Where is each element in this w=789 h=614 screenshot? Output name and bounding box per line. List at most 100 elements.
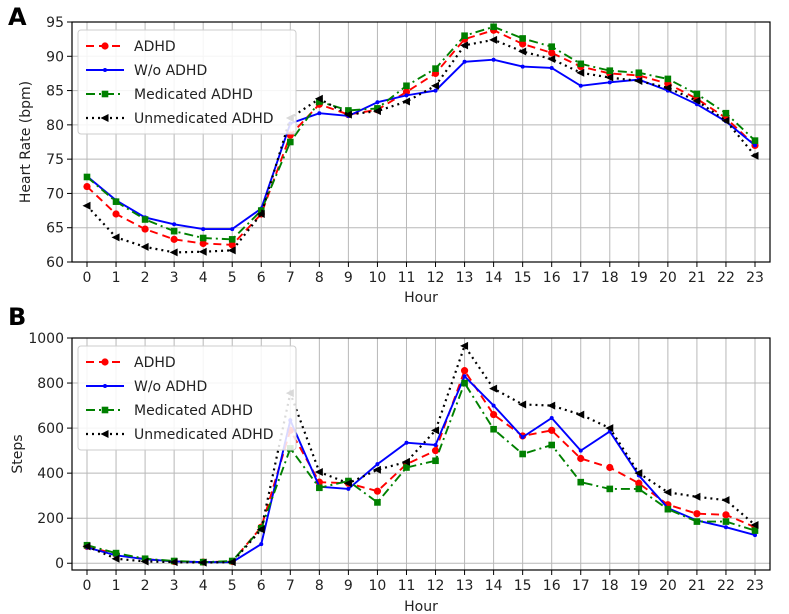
data-point bbox=[201, 227, 206, 232]
data-point bbox=[461, 32, 468, 40]
data-point bbox=[664, 75, 672, 83]
data-point bbox=[373, 487, 382, 495]
x-tick-label: 3 bbox=[170, 270, 179, 286]
legend-marker bbox=[100, 114, 109, 122]
data-point bbox=[317, 111, 322, 116]
y-tick-label: 1000 bbox=[28, 331, 64, 347]
data-point bbox=[140, 242, 149, 251]
y-tick-label: 60 bbox=[46, 255, 64, 271]
x-tick-label: 7 bbox=[286, 270, 295, 286]
data-point bbox=[606, 67, 614, 74]
x-tick-label: 11 bbox=[398, 270, 416, 286]
series-line bbox=[86, 368, 756, 564]
data-point bbox=[577, 60, 585, 68]
x-tick-label: 20 bbox=[659, 270, 677, 286]
x-tick-label: 14 bbox=[485, 578, 503, 594]
data-point bbox=[577, 478, 585, 486]
data-point bbox=[721, 496, 730, 505]
y-tick-label: 400 bbox=[37, 466, 64, 482]
data-point bbox=[605, 424, 614, 433]
x-tick-label: 11 bbox=[398, 578, 416, 594]
x-tick-label: 2 bbox=[141, 270, 150, 286]
data-point bbox=[693, 510, 701, 518]
legend-label: W/o ADHD bbox=[134, 63, 207, 79]
x-tick-label: 13 bbox=[456, 270, 474, 286]
data-point bbox=[462, 374, 467, 379]
data-point bbox=[401, 457, 410, 466]
x-tick-label: 19 bbox=[630, 270, 648, 286]
data-point bbox=[753, 143, 757, 148]
legend-box bbox=[77, 29, 297, 135]
data-point bbox=[230, 227, 235, 232]
data-point bbox=[82, 542, 91, 551]
legend-marker bbox=[101, 406, 109, 414]
data-point bbox=[169, 558, 178, 567]
y-tick-label: 0 bbox=[55, 556, 64, 572]
legend-label: Medicated ADHD bbox=[134, 87, 253, 103]
x-tick-label: 8 bbox=[315, 270, 324, 286]
data-point bbox=[198, 558, 207, 567]
x-tick-label: 0 bbox=[83, 578, 92, 594]
data-point bbox=[372, 107, 381, 116]
data-point bbox=[227, 558, 236, 567]
x-tick-label: 12 bbox=[427, 270, 445, 286]
x-tick-label: 19 bbox=[630, 578, 648, 594]
legend-label: Unmedicated ADHD bbox=[134, 427, 274, 443]
x-tick-label: 23 bbox=[746, 578, 764, 594]
data-point bbox=[692, 96, 701, 105]
data-point bbox=[460, 341, 469, 350]
data-point bbox=[549, 415, 554, 420]
series-line bbox=[86, 343, 756, 564]
data-point bbox=[519, 450, 526, 458]
data-point bbox=[169, 248, 178, 257]
data-point bbox=[548, 426, 556, 434]
data-point bbox=[83, 173, 91, 181]
y-tick-label: 80 bbox=[46, 118, 64, 134]
data-point bbox=[198, 247, 207, 256]
x-tick-label: 22 bbox=[717, 578, 735, 594]
data-point bbox=[518, 47, 527, 56]
x-tick-label: 21 bbox=[688, 270, 706, 286]
data-point bbox=[722, 518, 730, 525]
data-point bbox=[753, 533, 757, 538]
data-point bbox=[548, 441, 555, 449]
data-point bbox=[520, 435, 525, 440]
legend-box bbox=[77, 345, 297, 451]
data-point bbox=[635, 485, 643, 493]
data-point bbox=[314, 94, 323, 103]
legend: ADHD W/o ADHD Medicated ADHD Unmedicated AD… bbox=[77, 29, 297, 135]
x-tick-label: 3 bbox=[170, 578, 179, 594]
data-point bbox=[723, 525, 728, 530]
x-axis-label: Hour bbox=[404, 290, 438, 306]
data-point bbox=[83, 182, 91, 191]
series-line bbox=[86, 38, 756, 254]
data-point bbox=[170, 227, 178, 235]
data-point bbox=[462, 59, 467, 64]
x-tick-label: 17 bbox=[572, 270, 590, 286]
data-point bbox=[490, 410, 498, 419]
data-point bbox=[663, 488, 672, 497]
x-axis-label: Hour bbox=[404, 599, 438, 614]
data-point bbox=[433, 88, 438, 93]
data-point bbox=[460, 367, 469, 375]
y-tick-label: 800 bbox=[37, 376, 64, 392]
x-tick-label: 23 bbox=[746, 270, 764, 286]
data-point bbox=[141, 225, 149, 233]
panel-letter-a: A bbox=[8, 3, 27, 31]
data-point bbox=[374, 499, 381, 506]
data-point bbox=[346, 486, 351, 491]
y-tick-label: 75 bbox=[46, 152, 64, 168]
data-point bbox=[374, 105, 381, 112]
y-tick-label: 65 bbox=[46, 221, 64, 237]
data-point bbox=[721, 116, 730, 125]
data-point bbox=[375, 100, 380, 105]
data-point bbox=[634, 76, 643, 85]
series-line bbox=[86, 58, 756, 231]
y-axis-label: Steps bbox=[10, 434, 26, 473]
legend-marker bbox=[100, 430, 109, 438]
data-point bbox=[578, 448, 583, 453]
data-point bbox=[577, 454, 585, 463]
